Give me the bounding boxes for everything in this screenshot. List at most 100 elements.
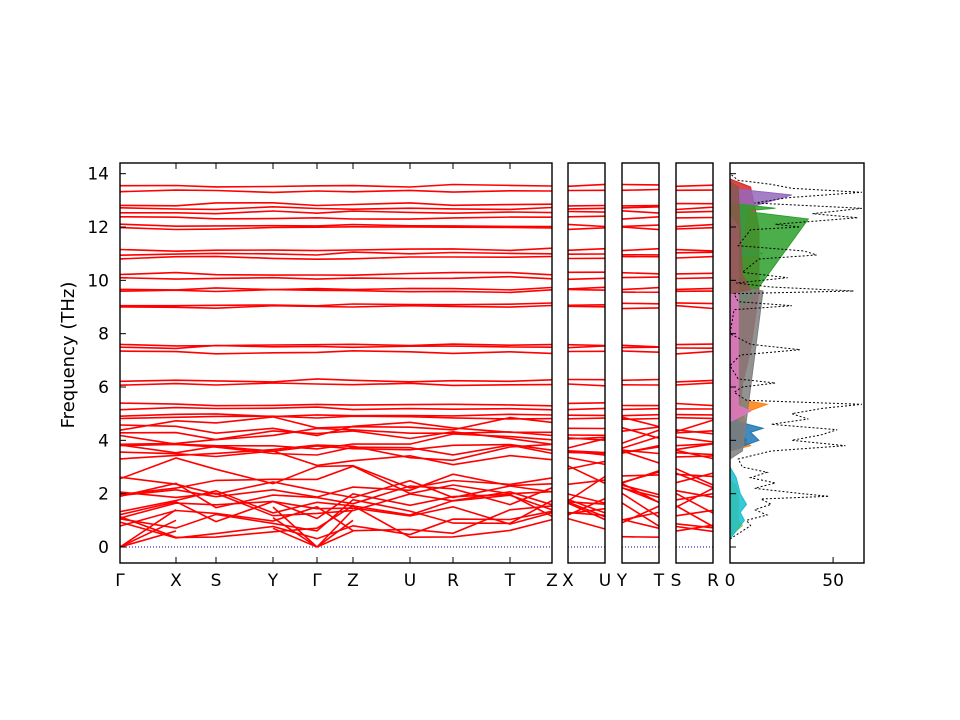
band-line bbox=[675, 492, 714, 501]
panel-frame bbox=[567, 162, 606, 564]
band-line bbox=[567, 247, 606, 252]
band-line bbox=[675, 449, 714, 460]
band-line bbox=[120, 210, 553, 215]
band-line bbox=[621, 416, 660, 428]
band-line bbox=[621, 271, 660, 275]
y-tick-label: 8 bbox=[98, 325, 109, 345]
band-line bbox=[621, 535, 660, 538]
band-line bbox=[675, 382, 714, 386]
x-tick-label: Z bbox=[546, 571, 558, 591]
x-tick-label: S bbox=[211, 571, 222, 591]
band-line bbox=[119, 189, 553, 194]
band-line bbox=[567, 450, 606, 456]
band-line bbox=[621, 276, 660, 279]
band-line bbox=[119, 415, 553, 420]
band-line bbox=[119, 465, 553, 496]
band-line bbox=[119, 504, 553, 539]
band-line bbox=[675, 210, 714, 214]
band-line bbox=[567, 207, 606, 210]
band-line bbox=[621, 505, 660, 524]
band-line bbox=[675, 487, 714, 508]
band-line bbox=[567, 507, 606, 515]
band-line bbox=[119, 275, 553, 280]
band-line bbox=[567, 210, 606, 213]
y-axis: 0 2 4 6 8 10 12 14 bbox=[87, 165, 736, 558]
band-line bbox=[675, 304, 714, 310]
band-line bbox=[119, 402, 553, 407]
acoustic-branch bbox=[316, 519, 354, 548]
y-tick-label: 2 bbox=[98, 485, 109, 505]
x-tick-label: X bbox=[170, 571, 182, 591]
y-tick-label: 14 bbox=[87, 165, 109, 185]
band-line bbox=[675, 523, 714, 529]
band-line bbox=[621, 487, 660, 499]
band-line bbox=[567, 345, 606, 349]
x-tick-label: Γ bbox=[115, 571, 125, 591]
acoustic-branch bbox=[119, 530, 177, 548]
band-line bbox=[119, 304, 553, 310]
band-line bbox=[675, 277, 714, 280]
band-line bbox=[675, 206, 714, 211]
band-line bbox=[567, 223, 606, 228]
dos-frame bbox=[729, 162, 865, 564]
band-line bbox=[621, 429, 660, 445]
panel-dos: 0 50 bbox=[725, 162, 865, 591]
band-line bbox=[675, 492, 714, 514]
dos-x-tick-label: 50 bbox=[822, 571, 844, 591]
y-tick-label: 6 bbox=[98, 378, 109, 398]
band-line bbox=[675, 343, 714, 346]
total-dos-line bbox=[729, 173, 862, 540]
band-line bbox=[119, 378, 553, 383]
acoustic-branch bbox=[316, 530, 354, 548]
band-line bbox=[119, 216, 553, 220]
band-line bbox=[621, 518, 660, 530]
band-line bbox=[621, 350, 660, 353]
band-line bbox=[119, 205, 553, 211]
acoustic-branch bbox=[272, 517, 318, 548]
band-line bbox=[567, 227, 606, 231]
band-line bbox=[567, 417, 606, 420]
band-line bbox=[675, 248, 714, 252]
band-line bbox=[621, 435, 660, 450]
band-line bbox=[567, 460, 606, 470]
band-line bbox=[621, 413, 660, 417]
band-line bbox=[621, 224, 660, 228]
band-line bbox=[119, 457, 553, 489]
band-group bbox=[119, 183, 553, 548]
band-line bbox=[119, 183, 553, 188]
band-line bbox=[567, 304, 606, 307]
band-line bbox=[621, 307, 660, 310]
band-line bbox=[621, 444, 660, 454]
y-axis-label: Frequency (THz) bbox=[58, 282, 79, 429]
band-line bbox=[119, 223, 553, 228]
x-tick-label: T bbox=[504, 571, 516, 591]
band-line bbox=[119, 255, 553, 261]
band-line bbox=[675, 379, 714, 383]
acoustic-branch bbox=[272, 506, 318, 548]
y-tick-label: 4 bbox=[98, 431, 109, 451]
band-line bbox=[621, 407, 660, 411]
x-tick-label: Y bbox=[616, 571, 628, 591]
x-tick-label: R bbox=[707, 571, 719, 591]
band-line bbox=[119, 286, 553, 291]
x-tick-label: R bbox=[447, 571, 459, 591]
band-line bbox=[119, 510, 553, 540]
band-line bbox=[119, 406, 553, 411]
x-tick-label: X bbox=[562, 571, 574, 591]
band-line bbox=[675, 350, 714, 355]
band-line bbox=[621, 247, 660, 252]
band-line bbox=[567, 383, 606, 387]
band-line bbox=[119, 473, 553, 498]
band-line bbox=[119, 288, 553, 294]
band-line bbox=[567, 437, 606, 449]
dos-x-tick-label: 0 bbox=[725, 571, 736, 591]
band-group bbox=[675, 184, 714, 533]
band-line bbox=[119, 450, 553, 467]
band-line bbox=[119, 492, 553, 520]
band-line bbox=[675, 416, 714, 420]
panel-frame bbox=[119, 162, 553, 564]
band-line bbox=[119, 421, 552, 437]
